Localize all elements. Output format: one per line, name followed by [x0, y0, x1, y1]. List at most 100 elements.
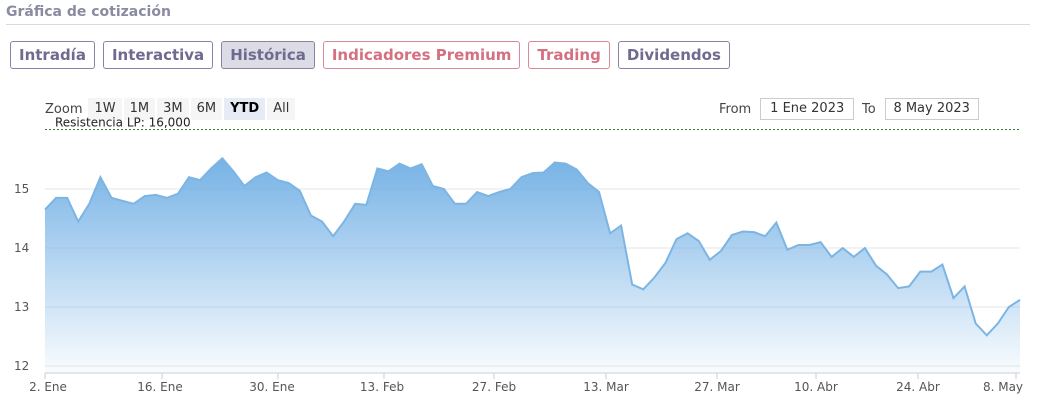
price-point [875, 265, 877, 267]
price-point [254, 176, 256, 178]
price-point [520, 176, 522, 178]
price-point [132, 203, 134, 205]
price-point [354, 203, 356, 205]
price-point [742, 230, 744, 232]
price-point [609, 232, 611, 234]
price-point [199, 179, 201, 181]
price-point [819, 241, 821, 243]
price-point [664, 262, 666, 264]
tab-trading[interactable]: Trading [528, 41, 610, 69]
price-point [343, 220, 345, 222]
to-label: To [862, 101, 876, 117]
price-point [709, 259, 711, 261]
price-point [1019, 299, 1021, 301]
price-point [509, 188, 511, 190]
y-tick-label: 13 [14, 300, 29, 314]
price-point [443, 188, 445, 190]
section-title: Gráfica de cotización [6, 4, 171, 20]
price-point [465, 203, 467, 205]
x-tick-label: 2. Ene [29, 380, 67, 394]
price-point [277, 179, 279, 181]
tab-indicadores-premium[interactable]: Indicadores Premium [322, 41, 521, 69]
price-line [44, 156, 1021, 337]
price-point [88, 203, 90, 205]
y-tick-label: 14 [14, 241, 29, 255]
x-tick-label: 16. Ene [137, 380, 182, 394]
x-tick-label: 8. May [983, 380, 1023, 394]
price-point [121, 200, 123, 202]
title-divider [6, 24, 1030, 25]
zoom-3m-button[interactable]: 3M [157, 98, 189, 120]
range-to: To 8 May 2023 [862, 98, 979, 120]
price-point [842, 247, 844, 249]
price-point [853, 256, 855, 258]
price-point [830, 256, 832, 258]
price-point [321, 220, 323, 222]
zoom-ytd-button[interactable]: YTD [224, 98, 266, 120]
resistance-label: Resistencia LP: 16,000 [55, 116, 191, 130]
tab-dividendos[interactable]: Dividendos [617, 41, 730, 69]
price-point [144, 195, 146, 197]
y-tick-label: 15 [14, 182, 29, 196]
price-point [864, 247, 866, 249]
price-point [986, 334, 988, 336]
price-point [565, 162, 567, 164]
zoom-all-button[interactable]: All [267, 98, 296, 120]
zoom-1m-button[interactable]: 1M [123, 98, 156, 120]
price-point [797, 244, 799, 246]
price-point [886, 273, 888, 275]
price-point [155, 194, 157, 196]
price-point [77, 220, 79, 222]
price-point [232, 170, 234, 172]
price-point [476, 191, 478, 193]
price-point [365, 204, 367, 206]
price-point [775, 221, 777, 223]
tab-intradia[interactable]: Intradía [10, 41, 95, 69]
price-point [808, 244, 810, 246]
price-point [720, 250, 722, 252]
price-point [66, 197, 68, 199]
price-point [675, 238, 677, 240]
price-point [188, 176, 190, 178]
price-point [930, 270, 932, 272]
x-tick-label: 10. Abr [794, 380, 838, 394]
price-point [487, 195, 489, 197]
price-point [919, 270, 921, 272]
price-point [498, 191, 500, 193]
price-point [941, 263, 943, 265]
price-point [177, 193, 179, 195]
zoom-6m-button[interactable]: 6M [190, 98, 223, 120]
x-tick-label: 30. Ene [249, 380, 294, 394]
price-point [299, 190, 301, 192]
price-point [554, 161, 556, 163]
price-point [598, 191, 600, 193]
price-point [421, 163, 423, 165]
tab-historica[interactable]: Histórica [221, 41, 315, 69]
from-date-input[interactable]: 1 Ene 2023 [760, 98, 855, 120]
price-point [952, 297, 954, 299]
price-point [531, 172, 533, 174]
from-label: From [719, 101, 752, 117]
price-point [731, 234, 733, 236]
price-point [642, 288, 644, 290]
zoom-bar: Zoom 1W 1M 3M 6M YTD All [45, 98, 297, 120]
x-tick-label: 27. Feb [472, 380, 516, 394]
price-point [166, 197, 168, 199]
price-area [45, 158, 1020, 373]
price-point [44, 208, 46, 210]
price-point [587, 182, 589, 184]
range-from: From 1 Ene 2023 [719, 98, 855, 120]
price-point [620, 224, 622, 226]
price-point [698, 240, 700, 242]
tab-interactiva[interactable]: Interactiva [102, 41, 214, 69]
price-point [786, 249, 788, 251]
price-point [288, 182, 290, 184]
price-point [686, 232, 688, 234]
zoom-1w-button[interactable]: 1W [88, 98, 122, 120]
price-point [975, 322, 977, 324]
price-point [99, 176, 101, 178]
price-point [310, 214, 312, 216]
y-tick-label: 12 [14, 359, 29, 373]
price-point [332, 235, 334, 237]
to-date-input[interactable]: 8 May 2023 [884, 98, 979, 120]
